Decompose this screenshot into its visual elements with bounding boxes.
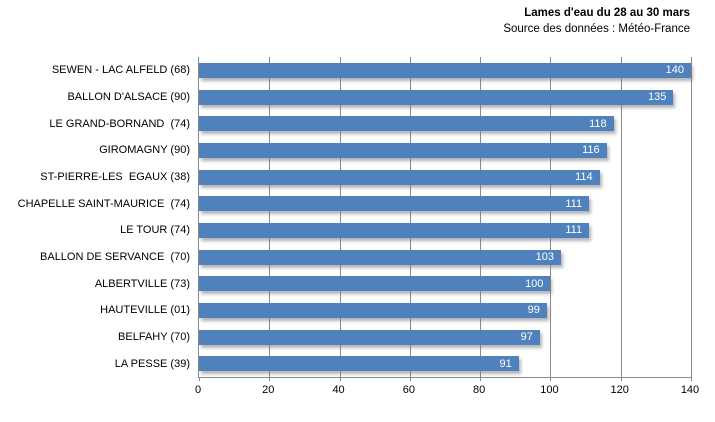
bar-value-label: 97 (520, 331, 533, 343)
category-label: ALBERTVILLE (73) (94, 277, 190, 290)
bar-value-label: 111 (565, 224, 583, 237)
bar-row: 99 (199, 302, 691, 318)
plot-area: 140 135 118 116 114 111 111 103 100 99 97 91 (198, 57, 692, 381)
category-label: CHAPELLE SAINT-MAURICE (74) (17, 197, 190, 210)
x-axis-tick-label: 40 (332, 384, 345, 396)
bar-row: 140 (199, 62, 691, 78)
chart-subtitle: Source des données : Météo-France (503, 23, 690, 35)
bar: 111 (199, 196, 590, 212)
x-axis-tick-label: 60 (402, 384, 415, 396)
bar: 140 (199, 62, 691, 78)
gridline-80 (480, 57, 482, 377)
gridline-60 (409, 57, 411, 377)
bar-row: 118 (199, 116, 691, 132)
x-axis-tick-mark (691, 377, 692, 381)
bar-value-label: 116 (582, 144, 600, 157)
bar: 103 (199, 249, 561, 265)
category-label: ST-PIERRE-LES EGAUX (38) (40, 170, 190, 183)
bar: 116 (199, 142, 607, 158)
gridline-100 (550, 57, 552, 377)
bar-row: 100 (199, 276, 691, 292)
gridline-40 (339, 57, 341, 377)
bar-value-label: 100 (525, 277, 544, 290)
x-axis-tick-label: 100 (540, 384, 559, 396)
chart-title: Lames d'eau du 28 au 30 mars (524, 7, 690, 19)
x-axis-tick-label: 0 (194, 384, 202, 396)
bar: 99 (199, 302, 547, 318)
bar-row: 103 (199, 249, 691, 265)
category-label: BALLON D'ALSACE (90) (67, 90, 190, 103)
bar: 135 (199, 89, 674, 105)
category-label: BALLON DE SERVANCE (70) (40, 250, 190, 263)
bar-value-label: 114 (575, 171, 593, 183)
bar-value-label: 91 (499, 357, 512, 370)
bar: 97 (199, 329, 540, 345)
gridline-140 (691, 57, 692, 377)
bar-row: 111 (199, 222, 691, 238)
category-label: LA PESSE (39) (114, 357, 190, 370)
chart-title-block: Lames d'eau du 28 au 30 mars Source des … (503, 5, 690, 37)
bar-value-label: 99 (527, 304, 540, 317)
x-axis-tick-mark (620, 377, 622, 381)
bar-value-label: 135 (648, 91, 667, 103)
category-label: LE GRAND-BORNAND (74) (49, 117, 190, 130)
bar-row: 135 (199, 89, 691, 105)
x-axis-tick-mark (480, 377, 482, 381)
y-axis-category-labels: SEWEN - LAC ALFELD (68) BALLON D'ALSACE (… (0, 57, 190, 377)
x-axis-tick-label: 20 (262, 384, 275, 396)
x-axis-tick-label: 140 (680, 384, 700, 396)
bar: 114 (199, 169, 600, 185)
category-label: LE TOUR (74) (120, 224, 190, 237)
bar-value-label: 103 (535, 251, 554, 263)
bar-row: 116 (199, 142, 691, 158)
x-axis-tick-mark (199, 377, 200, 381)
bar: 111 (199, 222, 590, 238)
bar-row: 97 (199, 329, 691, 345)
x-axis-tick-label: 120 (610, 384, 629, 396)
x-axis-tick-mark (269, 377, 271, 381)
x-axis-tick-labels: 0 20 40 60 80 100 120 140 (195, 384, 699, 400)
x-axis-tick-label: 80 (473, 384, 486, 396)
x-axis-tick-mark (339, 377, 341, 381)
bar: 118 (199, 116, 614, 132)
bar-value-label: 140 (665, 64, 684, 77)
bar-row: 114 (199, 169, 691, 185)
category-label: GIROMAGNY (90) (99, 144, 190, 157)
category-label: HAUTEVILLE (01) (100, 304, 190, 317)
x-axis-tick-mark (550, 377, 552, 381)
gridline-20 (269, 57, 271, 377)
bar: 100 (199, 276, 551, 292)
category-label: BELFAHY (70) (118, 330, 190, 343)
bar-value-label: 118 (589, 117, 607, 130)
category-label: SEWEN - LAC ALFELD (68) (51, 64, 190, 77)
bar-value-label: 111 (565, 197, 583, 210)
bar: 91 (199, 356, 519, 372)
bar-row: 111 (199, 196, 691, 212)
gridline-120 (620, 57, 622, 377)
x-axis-tick-mark (409, 377, 411, 381)
bar-row: 91 (199, 356, 691, 372)
